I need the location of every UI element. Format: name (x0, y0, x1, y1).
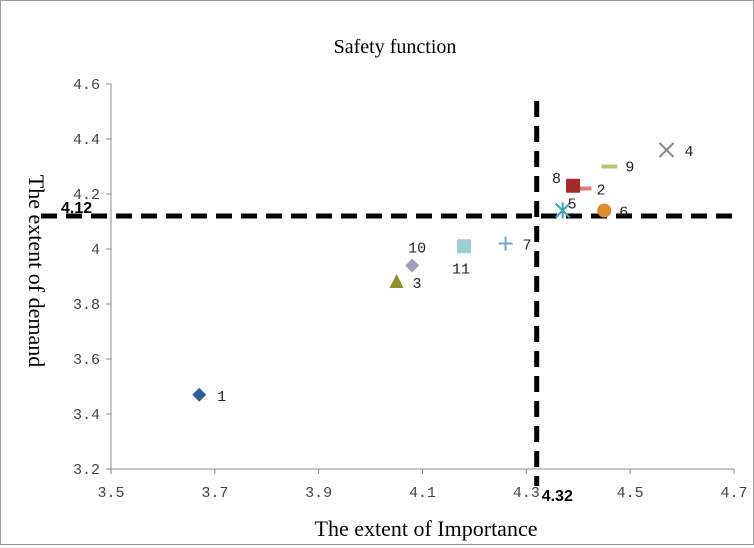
plus-marker (498, 236, 513, 251)
chart-title: Safety function (334, 36, 457, 58)
x-tick-label: 4.7 (720, 485, 747, 502)
square-marker (566, 178, 581, 193)
data-point-6: 6 (597, 203, 628, 222)
x-tick-label: 3.5 (97, 485, 124, 502)
data-label: 4 (685, 144, 694, 161)
x-tick-label: 4.1 (409, 485, 436, 502)
data-point-9: 9 (601, 160, 634, 177)
threshold-lines: 4.124.32 (41, 101, 741, 505)
data-point-4: 4 (658, 142, 694, 161)
data-label: 5 (568, 197, 577, 214)
y-tick-label: 4 (91, 242, 100, 259)
data-points: 1 2 3 4 5 6 7 8 9 10 11 (192, 142, 694, 406)
data-point-11: 11 (452, 239, 472, 278)
y-tick-label: 3.2 (73, 462, 100, 479)
x-tick-label: 4.5 (617, 485, 644, 502)
axes: 3.5 3.7 3.9 4.1 4.3 4.5 4.7 3.2 3.4 3.6 3.8 4 4.2 4.4… (73, 77, 748, 502)
y-tick-label: 4.2 (73, 187, 100, 204)
data-label: 7 (523, 238, 532, 255)
square-marker (457, 239, 472, 254)
y-tick-label: 3.4 (73, 407, 100, 424)
data-label: 9 (625, 160, 634, 177)
data-point-1: 1 (192, 387, 226, 406)
data-label: 1 (217, 389, 226, 406)
x-tick-label: 4.3 (513, 485, 540, 502)
data-point-3: 3 (389, 274, 422, 293)
x-marker (658, 142, 675, 158)
x-tick-label: 3.7 (201, 485, 228, 502)
triangle-marker (389, 274, 404, 288)
data-point-5: 5 (554, 197, 577, 219)
data-label: 10 (408, 241, 426, 258)
demand-threshold-label: 4.12 (61, 200, 92, 217)
y-tick-label: 3.6 (73, 352, 100, 369)
data-label: 2 (596, 183, 605, 200)
dash-marker (601, 164, 618, 169)
y-tick-label: 4.4 (73, 132, 100, 149)
diamond-marker (405, 258, 420, 273)
x-tick-label: 3.9 (305, 485, 332, 502)
data-label: 6 (619, 205, 628, 222)
data-point-2: 2 (575, 183, 605, 200)
diamond-marker (192, 387, 207, 402)
dash-marker (575, 186, 592, 191)
data-point-8: 8 (552, 171, 581, 193)
y-tick-label: 3.8 (73, 297, 100, 314)
data-label: 3 (413, 276, 422, 293)
data-point-7: 7 (498, 236, 532, 255)
importance-threshold-label: 4.32 (542, 488, 573, 505)
circle-marker (597, 203, 612, 218)
y-tick-label: 4.6 (73, 77, 100, 94)
data-label: 11 (452, 261, 470, 278)
data-point-10: 10 (405, 241, 426, 273)
y-axis-title: The extent of demand (24, 175, 49, 367)
data-label: 8 (552, 171, 561, 188)
x-axis-title: The extent of Importance (315, 516, 538, 541)
asterisk-marker (554, 202, 571, 219)
